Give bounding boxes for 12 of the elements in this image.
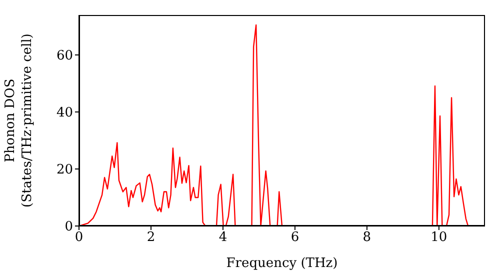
x-axis-title: Frequency (THz) (226, 256, 338, 272)
x-tick-label: 2 (146, 230, 156, 246)
y-tick-label: 20 (56, 162, 73, 178)
x-tick-label: 4 (218, 230, 228, 246)
y-tick-label: 40 (56, 106, 73, 121)
x-tick-label: 0 (74, 230, 84, 246)
y-axis-title: Phonon DOS (States/THz·primitive cell) (3, 33, 35, 208)
y-tick-label: 60 (56, 48, 73, 64)
x-tick-label: 6 (290, 230, 300, 246)
x-tick-label: 8 (362, 230, 372, 246)
y-tick-label: 0 (64, 220, 73, 235)
x-tick-label: 10 (430, 230, 448, 246)
